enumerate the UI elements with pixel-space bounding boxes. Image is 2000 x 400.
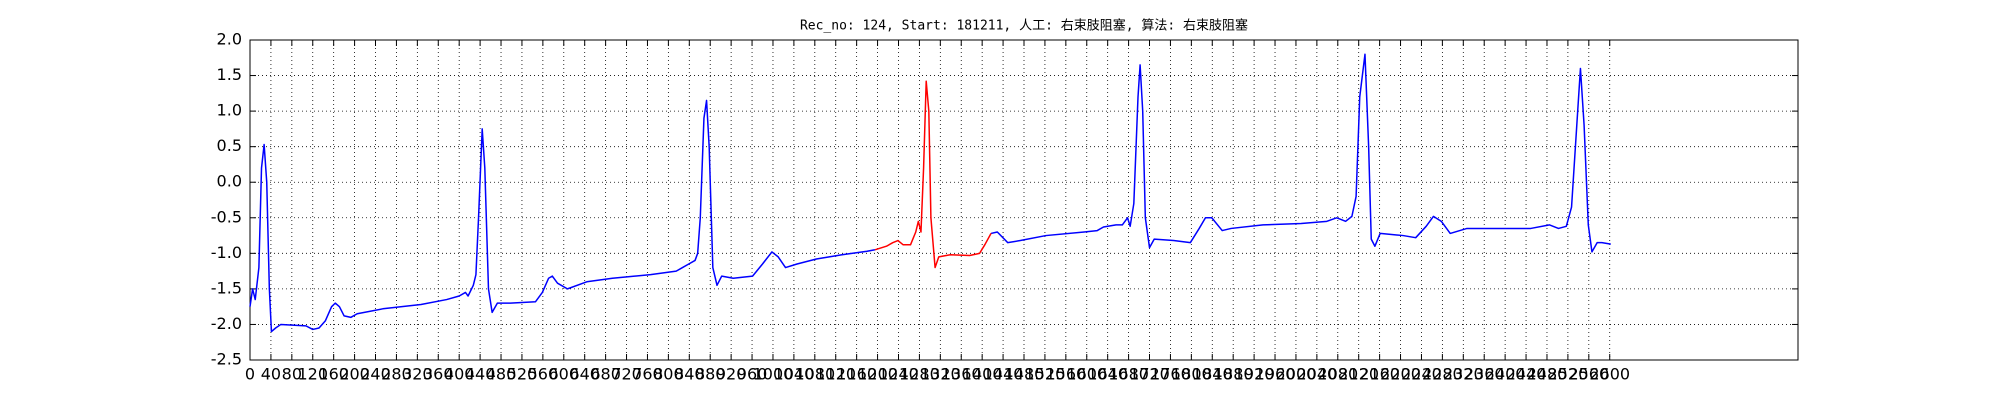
- x-tick-label: 360: [423, 365, 454, 384]
- x-tick-label: 400: [444, 365, 475, 384]
- x-tick-label: 40: [261, 365, 281, 384]
- x-tick-label: 880: [695, 365, 726, 384]
- chart-title: Rec_no: 124, Start: 181211, 人工: 右束肢阻塞, 算…: [800, 18, 1248, 34]
- x-tick-label: 2240: [1401, 365, 1442, 384]
- y-tick-label: 0.5: [217, 136, 242, 155]
- x-tick-label: 1880: [1213, 365, 1254, 384]
- x-tick-label: 1000: [753, 365, 794, 384]
- ecg-line: [249, 53, 1611, 333]
- ecg-line: [874, 80, 992, 269]
- y-tick-label: -1.0: [211, 243, 242, 262]
- x-tick-label: 2080: [1317, 365, 1358, 384]
- x-tick-label: 1120: [815, 365, 856, 384]
- x-tick-label: 2200: [1380, 365, 1421, 384]
- x-tick-label: 1040: [774, 365, 815, 384]
- x-tick-label: 200: [339, 365, 370, 384]
- x-tick-label: 1200: [857, 365, 898, 384]
- x-tick-label: 1160: [836, 365, 877, 384]
- x-tick-label: 1520: [1025, 365, 1066, 384]
- x-tick-label: 920: [716, 365, 747, 384]
- x-tick-label: 2040: [1297, 365, 1338, 384]
- y-tick-label: 2.0: [217, 30, 242, 49]
- x-tick-label: 1760: [1150, 365, 1191, 384]
- y-tick-label: -1.5: [211, 278, 242, 297]
- x-tick-label: 1680: [1108, 365, 1149, 384]
- x-tick-label: 2320: [1443, 365, 1484, 384]
- x-tick-label: 0: [245, 365, 255, 384]
- x-tick-label: 2000: [1276, 365, 1317, 384]
- x-tick-label: 1720: [1129, 365, 1170, 384]
- x-tick-label: 560: [528, 365, 559, 384]
- x-tick-label: 680: [590, 365, 621, 384]
- x-tick-label: 1240: [878, 365, 919, 384]
- x-tick-label: 1840: [1192, 365, 1233, 384]
- x-tick-label: 120: [297, 365, 328, 384]
- x-tick-label: 2400: [1485, 365, 1526, 384]
- x-tick-label: 440: [465, 365, 496, 384]
- y-tick-label: 1.0: [217, 101, 242, 120]
- x-tick-label: 1320: [920, 365, 961, 384]
- x-tick-label: 2360: [1464, 365, 1505, 384]
- x-tick-label: 960: [737, 365, 768, 384]
- y-tick-label: -0.5: [211, 207, 242, 226]
- x-tick-label: 2560: [1568, 365, 1609, 384]
- x-tick-label: 1920: [1234, 365, 1275, 384]
- x-tick-label: 240: [360, 365, 391, 384]
- x-tick-label: 2600: [1589, 365, 1630, 384]
- x-tick-label: 840: [674, 365, 705, 384]
- x-tick-label: 2480: [1527, 365, 1568, 384]
- x-tick-label: 1080: [794, 365, 835, 384]
- x-tick-label: 2440: [1506, 365, 1547, 384]
- x-tick-label: 160: [318, 365, 349, 384]
- x-tick-label: 80: [282, 365, 302, 384]
- x-tick-label: 760: [632, 365, 663, 384]
- x-tick-label: 1400: [962, 365, 1003, 384]
- x-tick-label: 1640: [1087, 365, 1128, 384]
- x-tick-label: 280: [381, 365, 412, 384]
- x-tick-label: 2160: [1359, 365, 1400, 384]
- x-tick-label: 520: [507, 365, 538, 384]
- x-tick-label: 640: [569, 365, 600, 384]
- x-tick-label: 600: [549, 365, 580, 384]
- x-tick-label: 1800: [1171, 365, 1212, 384]
- x-tick-label: 1960: [1255, 365, 1296, 384]
- x-tick-label: 1440: [983, 365, 1024, 384]
- x-tick-label: 2280: [1422, 365, 1463, 384]
- x-tick-label: 2120: [1338, 365, 1379, 384]
- x-tick-label: 1480: [1004, 365, 1045, 384]
- y-tick-label: -2.5: [211, 350, 242, 369]
- y-tick-label: -2.0: [211, 314, 242, 333]
- x-tick-label: 1560: [1045, 365, 1086, 384]
- x-tick-label: 1600: [1066, 365, 1107, 384]
- x-tick-label: 800: [653, 365, 684, 384]
- x-tick-label: 480: [486, 365, 517, 384]
- y-tick-label: 0.0: [217, 172, 242, 191]
- x-tick-label: 720: [611, 365, 642, 384]
- x-tick-label: 320: [402, 365, 433, 384]
- y-tick-label: 1.5: [217, 65, 242, 84]
- x-tick-label: 1360: [941, 365, 982, 384]
- x-tick-label: 2520: [1548, 365, 1589, 384]
- x-tick-label: 1280: [899, 365, 940, 384]
